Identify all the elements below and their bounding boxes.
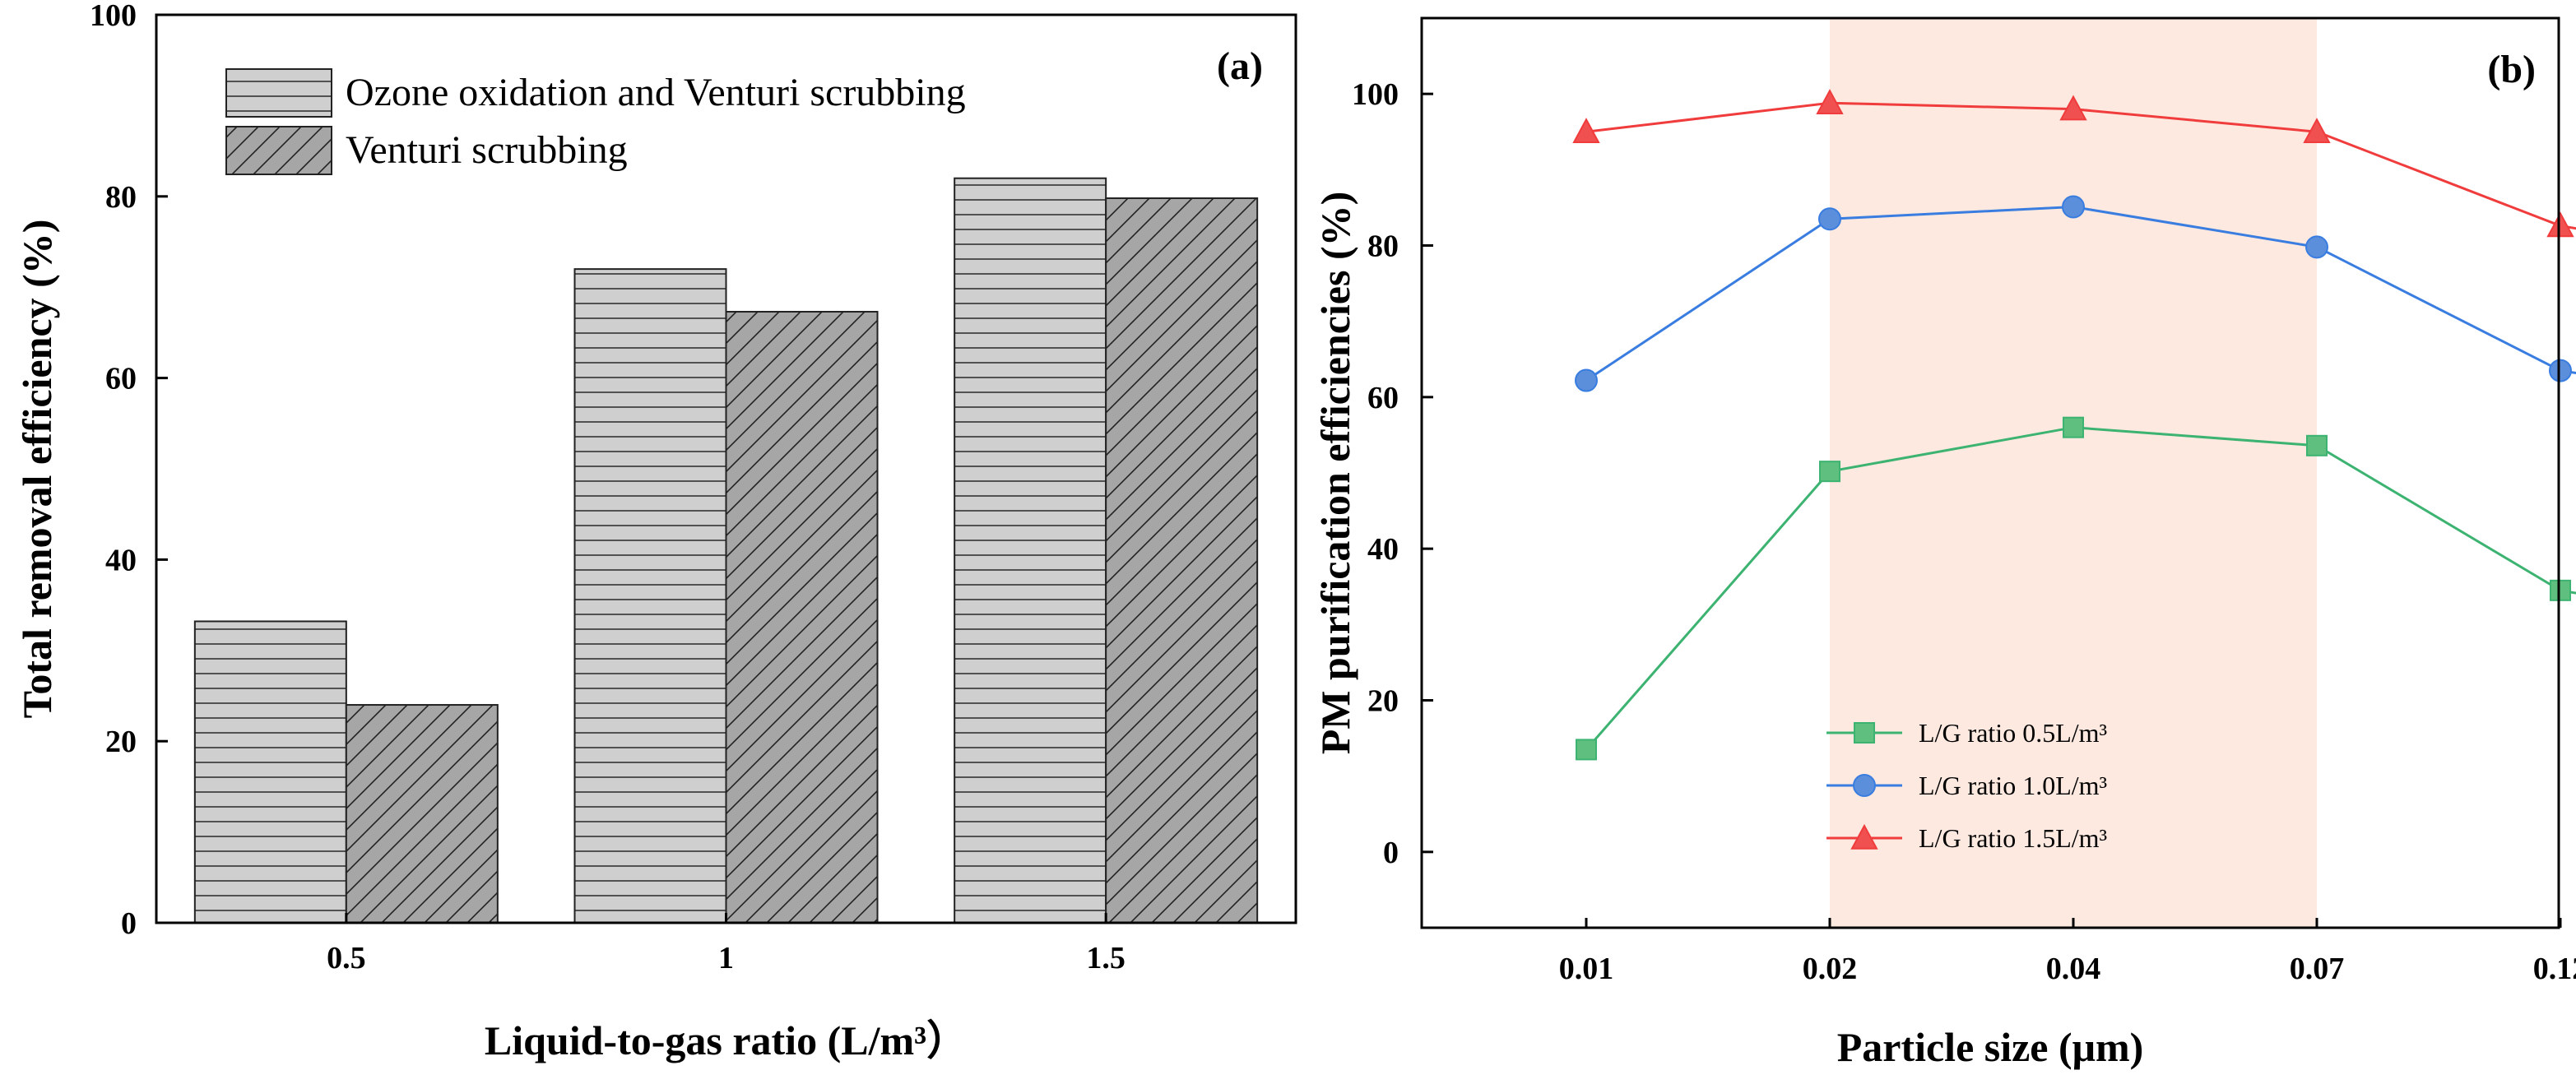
panel-b-line-chart: 0.010.020.040.070.120.20.320.48020406080… [1312,16,2576,1070]
bar-venturi-1 [725,311,879,924]
panel-a-bar-chart: 0.5 1 1.5 0 20 40 60 80 100 Ozone oxidation and … [14,0,1297,1063]
panel-a-y-axis-title: Total removal efficiency (%) [14,220,60,719]
legend-label: Ozone oxidation and Venturi scrubbing [346,71,966,114]
x-tick-label: 0.07 [2290,952,2345,986]
panel-a-frame [155,13,1297,924]
legend-marker [1853,774,1876,797]
series-triangle [1572,89,2576,238]
x-tick-label: 0.5 [327,941,366,975]
bar-ozone-venturi-1 [573,268,727,924]
bar-venturi-0.5 [345,704,499,924]
series-line [1585,426,2576,751]
y-tick-label: 80 [105,180,137,215]
data-point-triangle [1572,118,1600,143]
legend-marker [1850,823,1878,850]
series-line [1585,101,2576,230]
y-tick-label: 100 [1352,77,1399,112]
bar-venturi-1.5 [1105,197,1259,924]
y-tick-label: 60 [1367,381,1399,415]
panel-b-highlight-band [1830,18,2317,928]
data-point-triangle [2303,118,2331,143]
legend-swatch [225,126,332,175]
panel-a-legend: Ozone oxidation and Venturi scrubbing Ven… [225,68,966,175]
y-tick-label: 40 [1367,532,1399,567]
data-point-circle [1818,207,1841,231]
legend-label: L/G ratio 1.5L/m³ [1919,823,2107,853]
y-tick-label: 20 [105,725,137,759]
legend-label: L/G ratio 0.5L/m³ [1919,718,2107,748]
x-tick-label: 1.5 [1086,941,1126,975]
panel-a-x-axis-title: Liquid-to-gas ratio (L/m³） [485,1017,968,1063]
data-point-triangle [2059,95,2087,121]
y-tick-label: 0 [1383,836,1399,870]
data-point-circle [2549,359,2572,382]
legend-label: Venturi scrubbing [346,128,628,172]
series-line [1585,205,2576,382]
y-tick-label: 60 [105,362,137,396]
data-point-triangle [1816,89,1844,114]
y-tick-label: 0 [121,906,137,941]
legend-label: L/G ratio 1.0L/m³ [1919,771,2107,800]
series-square [1576,416,2576,761]
panel-a-label: (a) [1217,44,1263,88]
series-circle [1575,195,2576,392]
data-point-circle [2062,195,2085,219]
legend-marker [1854,722,1875,744]
panel-b-frame [1420,16,2560,929]
y-tick-label: 80 [1367,229,1399,264]
x-tick-label: 0.02 [1803,952,1858,986]
x-tick-label: 0.04 [2046,952,2101,986]
y-tick-label: 100 [90,0,137,33]
legend-swatch [225,68,332,118]
panel-a-ticks: 0.5 1 1.5 0 20 40 60 80 100 [90,0,1126,975]
y-tick-label: 20 [1367,684,1399,719]
panel-b-ticks: 0.010.020.040.070.120.20.320.48020406080… [1352,77,2576,986]
y-tick-label: 40 [105,543,137,577]
panel-b-series [1572,89,2576,761]
data-point-square [2306,434,2328,456]
panel-b-label: (b) [2487,48,2536,91]
data-point-square [1819,461,1840,483]
panel-b-y-axis-title: PM purification efficiencies (%) [1312,192,1358,755]
x-tick-label: 1 [718,941,734,975]
data-point-square [1576,739,1597,761]
data-point-circle [2305,235,2328,259]
data-point-triangle [2546,211,2574,238]
bar-ozone-venturi-1.5 [954,177,1107,924]
data-point-circle [1575,368,1598,392]
data-point-square [2063,416,2084,438]
panel-b-legend: L/G ratio 0.5L/m³ L/G ratio 1.0L/m³ L/G ra… [1826,718,2107,853]
x-tick-label: 0.01 [1559,952,1614,986]
x-tick-label: 0.12 [2533,952,2576,986]
panel-a-bars [193,177,1259,924]
panel-b-x-axis-title: Particle size (μm) [1837,1024,2144,1070]
bar-ozone-venturi-0.5 [193,620,347,924]
data-point-square [2550,579,2571,601]
